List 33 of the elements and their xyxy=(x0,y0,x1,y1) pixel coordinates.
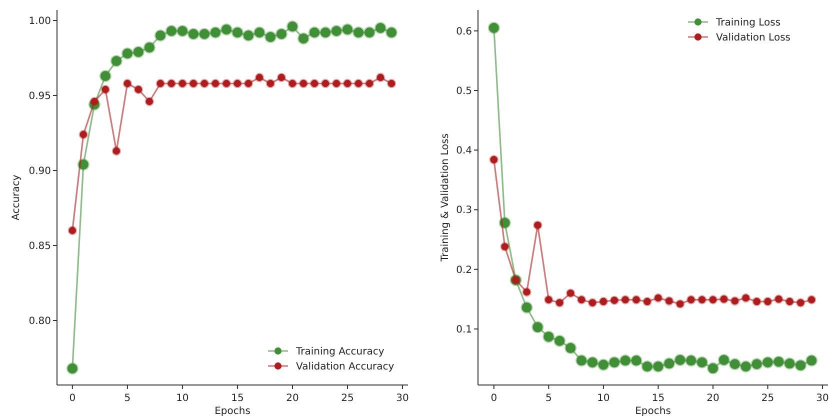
y-tick-label: 0.3 xyxy=(456,205,472,216)
y-tick-label: 1.00 xyxy=(28,16,51,27)
y-tick-label: 0.90 xyxy=(28,166,51,177)
legend-label: Validation Loss xyxy=(716,32,790,44)
x-tick-label: 30 xyxy=(816,393,829,404)
y-axis-title: Training & Validation Loss xyxy=(440,133,451,263)
x-tick-label: 5 xyxy=(124,393,131,404)
y-tick-label: 0.5 xyxy=(456,86,472,97)
y-tick-label: 0.2 xyxy=(456,264,472,276)
x-tick-label: 25 xyxy=(761,393,774,404)
x-axis-title: Epochs xyxy=(214,406,250,416)
x-tick-label: 30 xyxy=(396,393,409,404)
x-tick-label: 5 xyxy=(545,393,552,404)
x-tick-label: 10 xyxy=(597,393,610,404)
x-tick-label: 25 xyxy=(341,393,354,404)
x-tick-label: 10 xyxy=(176,393,189,404)
legend-label: Validation Accuracy xyxy=(296,362,394,372)
y-tick-label: 0.1 xyxy=(456,324,472,336)
x-tick-label: 15 xyxy=(231,393,244,404)
x-tick-label: 15 xyxy=(652,393,665,404)
x-tick-label: 20 xyxy=(286,393,299,404)
y-axis-title: Accuracy xyxy=(11,174,22,220)
legend-label: Training Accuracy xyxy=(295,346,384,358)
y-tick-label: 0.4 xyxy=(456,146,472,157)
x-axis-title: Epochs xyxy=(635,406,671,416)
x-tick-label: 0 xyxy=(490,393,498,404)
y-tick-label: 0.6 xyxy=(456,26,472,38)
y-tick-label: 0.95 xyxy=(28,91,51,102)
x-tick-label: 0 xyxy=(69,393,76,404)
legend-label: Training Loss xyxy=(715,18,781,28)
x-tick-label: 20 xyxy=(706,393,720,404)
y-tick-label: 0.80 xyxy=(28,316,51,327)
y-tick-label: 0.85 xyxy=(28,241,51,252)
